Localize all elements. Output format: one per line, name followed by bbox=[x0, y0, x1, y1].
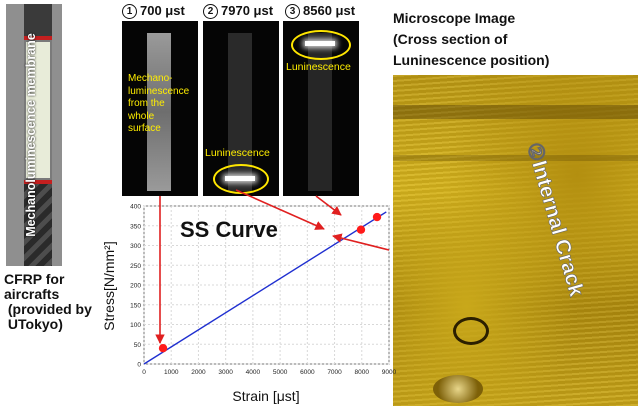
y-tick-label: 100 bbox=[130, 322, 141, 329]
title-line: Microscope Image bbox=[393, 10, 516, 26]
annotation-line: whole bbox=[128, 110, 155, 122]
series bbox=[143, 211, 387, 365]
y-ticks: 0 50 100 150 200 250 300 350 400 bbox=[130, 204, 141, 369]
x-tick-label: 6000 bbox=[300, 369, 315, 376]
specimen-top-grip bbox=[24, 4, 52, 36]
luminescence-panel-2: Luninescence bbox=[203, 21, 279, 196]
microscope-title: Microscope Image (Cross section of Lunin… bbox=[393, 8, 549, 71]
annotation-line: luminescence bbox=[128, 85, 190, 97]
chart-title: SS Curve bbox=[180, 217, 278, 242]
specimen-caption: CFRP for aircrafts (provided by UTokyo) bbox=[4, 272, 92, 332]
x-axis-label: Strain [μst] bbox=[232, 388, 299, 404]
y-tick-label: 350 bbox=[130, 223, 141, 230]
grid bbox=[143, 205, 390, 365]
highlight-ellipse bbox=[291, 30, 351, 60]
caption-line: UTokyo) bbox=[4, 316, 63, 332]
panel-3-annotation: Luninescence bbox=[286, 61, 351, 73]
specimen-red-band-top bbox=[24, 36, 52, 40]
panel-2-annotation: Luninescence bbox=[205, 147, 270, 159]
particle bbox=[433, 375, 483, 403]
dark-layer-band bbox=[393, 105, 638, 119]
x-tick-label: 3000 bbox=[218, 369, 233, 376]
x-tick-label: 1000 bbox=[164, 369, 179, 376]
data-point bbox=[158, 344, 168, 353]
panel-number: 2 bbox=[203, 4, 218, 19]
panel-number: 1 bbox=[122, 4, 137, 19]
x-tick-label: 8000 bbox=[355, 369, 370, 376]
luminescence-panel-1: Mechano- luminescence from the whole sur… bbox=[122, 21, 198, 196]
membrane-strip bbox=[24, 40, 52, 180]
specimen-red-band-bottom bbox=[24, 180, 52, 184]
y-tick-label: 250 bbox=[130, 263, 141, 270]
y-tick-label: 50 bbox=[134, 342, 142, 349]
title-line: Luninescence position) bbox=[393, 52, 550, 68]
luminescence-panel-3: Luninescence bbox=[283, 21, 359, 196]
y-axis-label: Stress[N/mm²] bbox=[101, 241, 117, 330]
ss-curve-line bbox=[143, 211, 387, 365]
y-tick-label: 200 bbox=[130, 283, 141, 290]
panel-2-title: 2 7970 μst bbox=[203, 4, 273, 19]
strain-value: 700 μst bbox=[140, 3, 185, 18]
ss-curve-chart: 0 1000 2000 3000 4000 5000 6000 7000 8000 9000 0 5… bbox=[101, 204, 397, 405]
specimen-bottom-grip bbox=[24, 184, 52, 266]
strain-value: 8560 μst bbox=[303, 3, 356, 18]
caption-line: CFRP for bbox=[4, 271, 65, 287]
y-tick-label: 150 bbox=[130, 302, 141, 309]
panel-1-title: 1 700 μst bbox=[122, 4, 185, 19]
annotation-line: surface bbox=[128, 123, 161, 134]
microscope-image: ②Internal Crack bbox=[393, 75, 638, 406]
y-tick-label: 400 bbox=[130, 204, 141, 211]
annotation-line: from the bbox=[128, 98, 165, 109]
strain-value: 7970 μst bbox=[221, 3, 274, 18]
arrow-panel-3 bbox=[315, 195, 342, 216]
y-tick-label: 0 bbox=[137, 362, 141, 369]
data-point bbox=[372, 212, 382, 222]
caption-line: (provided by bbox=[4, 301, 92, 317]
panel-3-title: 3 8560 μst bbox=[285, 4, 355, 19]
x-tick-label: 5000 bbox=[273, 369, 288, 376]
title-line: (Cross section of bbox=[393, 31, 508, 47]
particle bbox=[453, 317, 489, 345]
x-ticks: 0 1000 2000 3000 4000 5000 6000 7000 8000 9000 bbox=[142, 369, 396, 376]
data-points bbox=[158, 212, 382, 353]
arrow-microscope bbox=[332, 233, 390, 251]
x-tick-label: 0 bbox=[142, 369, 146, 376]
dark-layer-band bbox=[393, 155, 638, 161]
annotation-line: Mechano- bbox=[128, 73, 173, 84]
x-tick-label: 4000 bbox=[246, 369, 261, 376]
caption-line: aircrafts bbox=[4, 286, 60, 302]
y-tick-label: 300 bbox=[130, 243, 141, 250]
specimen-photo: Mechanoluminescence membrane bbox=[6, 4, 62, 266]
arrow-panel-2 bbox=[235, 189, 325, 230]
glowing-strip bbox=[147, 33, 171, 191]
panel-number: 3 bbox=[285, 4, 300, 19]
data-point bbox=[356, 225, 366, 234]
x-tick-label: 9000 bbox=[382, 369, 397, 376]
panel-1-annotation: Mechano- luminescence from the whole sur… bbox=[128, 73, 189, 136]
x-tick-label: 7000 bbox=[327, 369, 342, 376]
x-tick-label: 2000 bbox=[191, 369, 206, 376]
